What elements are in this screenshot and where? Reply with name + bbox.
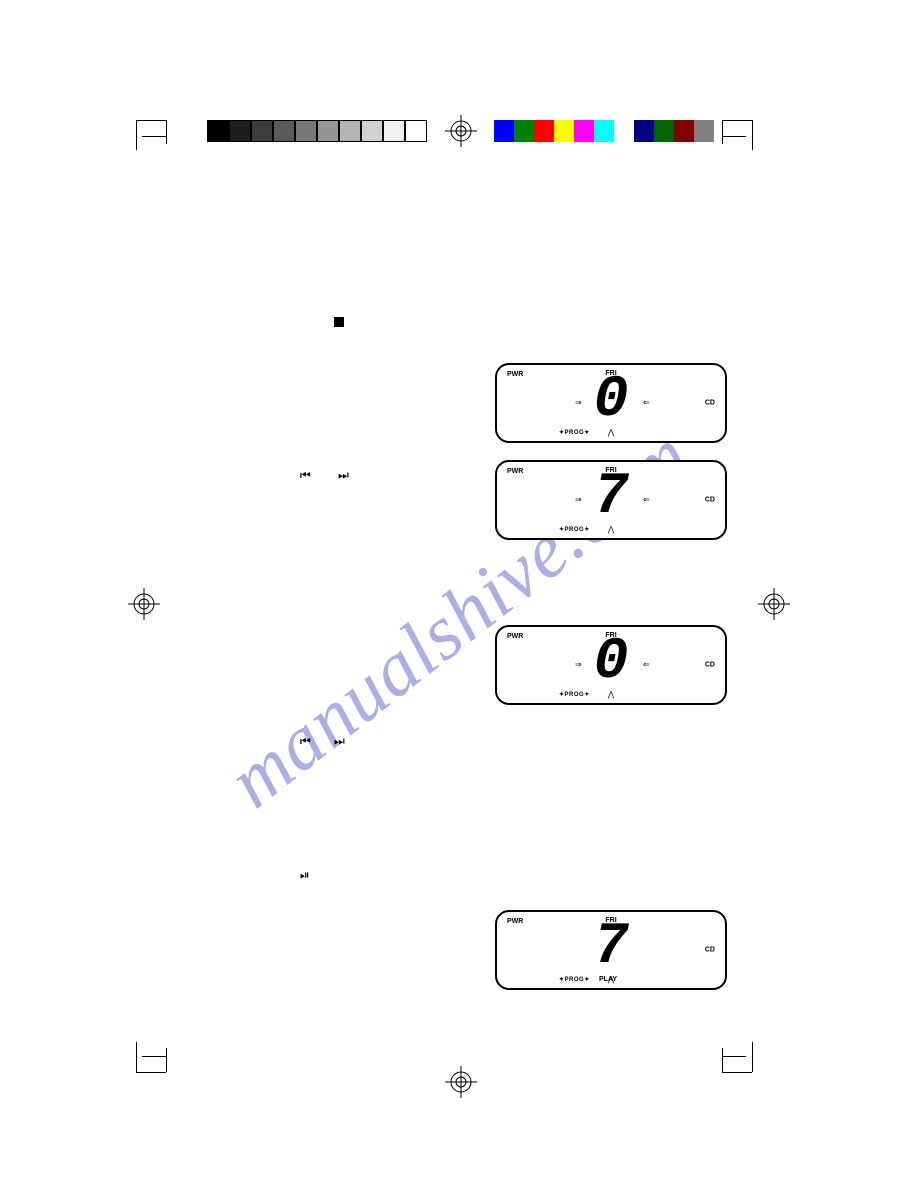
swatch — [514, 120, 534, 142]
registration-mark-icon — [758, 588, 790, 620]
swatch — [574, 120, 594, 142]
lcd-arrow-icon: ⋀ — [608, 428, 615, 437]
burst-icon: ⇐ — [643, 399, 650, 407]
swatch — [634, 120, 654, 142]
lcd-arrow-icon: ⋀ — [608, 690, 615, 699]
swatch — [317, 120, 339, 142]
lcd-cd-label: CD — [705, 662, 715, 669]
color-bar — [494, 120, 714, 142]
burst-icon: ⇐ — [643, 496, 650, 504]
swatch — [229, 120, 251, 142]
registration-mark-icon — [445, 1066, 477, 1098]
lcd-cd-label: CD — [705, 947, 715, 954]
lcd-pwr-label: PWR — [507, 468, 523, 475]
lcd-display: PWRFRICD7✦PROG✦PLAY⋀ — [495, 910, 727, 990]
stop-icon — [334, 317, 344, 327]
skip-prev-icon: ⏮ — [300, 468, 311, 483]
registration-mark-icon — [445, 115, 477, 147]
swatch — [694, 120, 714, 142]
lcd-digit: 0 — [594, 372, 629, 430]
swatch — [614, 120, 634, 142]
lcd-arrow-icon: ⋀ — [608, 975, 615, 984]
burst-icon: ⇒ — [575, 399, 582, 407]
lcd-prog-label: ✦PROG✦ — [559, 526, 590, 533]
lcd-arrow-icon: ⋀ — [608, 525, 615, 534]
registration-mark-icon — [128, 588, 160, 620]
lcd-pwr-label: PWR — [507, 371, 523, 378]
swatch — [534, 120, 554, 142]
lcd-prog-label: ✦PROG✦ — [559, 976, 590, 983]
swatch — [273, 120, 295, 142]
skip-next-icon: ⏭ — [334, 734, 345, 749]
swatch — [494, 120, 514, 142]
lcd-cd-label: CD — [705, 497, 715, 504]
burst-icon: ⇐ — [643, 661, 650, 669]
swatch — [339, 120, 361, 142]
lcd-display: PWRFRICD0✦PROG✦⋀⇒⇐ — [495, 625, 727, 705]
lcd-digit: 7 — [594, 469, 629, 527]
lcd-digit: 7 — [594, 919, 629, 977]
skip-next-icon: ⏭ — [338, 468, 349, 483]
swatch — [405, 120, 427, 142]
burst-icon: ⇒ — [575, 496, 582, 504]
lcd-pwr-label: PWR — [507, 918, 523, 925]
swatch — [251, 120, 273, 142]
swatch — [654, 120, 674, 142]
lcd-cd-label: CD — [705, 400, 715, 407]
swatch — [295, 120, 317, 142]
lcd-display: PWRFRICD7✦PROG✦⋀⇒⇐ — [495, 460, 727, 540]
swatch — [674, 120, 694, 142]
swatch — [383, 120, 405, 142]
swatch — [554, 120, 574, 142]
swatch — [361, 120, 383, 142]
lcd-digit: 0 — [594, 634, 629, 692]
lcd-prog-label: ✦PROG✦ — [559, 691, 590, 698]
lcd-prog-label: ✦PROG✦ — [559, 429, 590, 436]
grayscale-bar — [207, 120, 427, 142]
lcd-pwr-label: PWR — [507, 633, 523, 640]
skip-prev-icon: ⏮ — [300, 734, 311, 749]
swatch — [207, 120, 229, 142]
burst-icon: ⇒ — [575, 661, 582, 669]
swatch — [594, 120, 614, 142]
lcd-display: PWRFRICD0✦PROG✦⋀⇒⇐ — [495, 363, 727, 443]
play-pause-icon: ⏯ — [300, 868, 310, 883]
